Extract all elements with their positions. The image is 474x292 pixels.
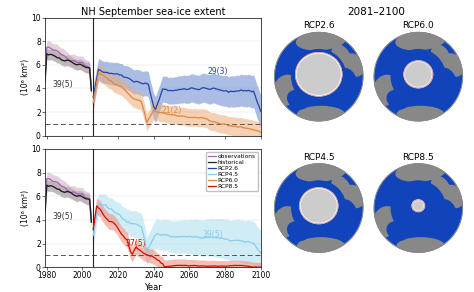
Ellipse shape	[331, 45, 351, 67]
Text: 39(5): 39(5)	[53, 212, 73, 221]
Title: RCP8.5: RCP8.5	[402, 153, 434, 162]
Circle shape	[291, 49, 346, 104]
Title: RCP4.5: RCP4.5	[303, 153, 335, 162]
Title: RCP6.0: RCP6.0	[402, 21, 434, 30]
Circle shape	[291, 180, 346, 236]
Ellipse shape	[404, 61, 432, 87]
Ellipse shape	[395, 162, 446, 182]
Circle shape	[374, 32, 463, 121]
Ellipse shape	[372, 75, 398, 106]
Ellipse shape	[435, 199, 457, 226]
Ellipse shape	[442, 53, 465, 77]
Ellipse shape	[386, 90, 409, 110]
Ellipse shape	[396, 237, 445, 255]
Title: RCP2.6: RCP2.6	[303, 21, 335, 30]
Text: 21(2): 21(2)	[162, 107, 182, 115]
Ellipse shape	[296, 162, 346, 182]
Ellipse shape	[431, 176, 450, 199]
Ellipse shape	[300, 188, 337, 223]
Circle shape	[275, 33, 363, 121]
Circle shape	[391, 180, 446, 236]
Ellipse shape	[287, 221, 309, 241]
Circle shape	[391, 49, 446, 104]
Circle shape	[374, 164, 462, 252]
Circle shape	[274, 32, 364, 121]
Ellipse shape	[386, 221, 409, 241]
Ellipse shape	[331, 176, 351, 199]
Circle shape	[374, 163, 463, 253]
Ellipse shape	[435, 68, 457, 95]
Ellipse shape	[273, 206, 299, 238]
Ellipse shape	[336, 68, 357, 95]
Ellipse shape	[372, 206, 398, 238]
Title: NH September sea-ice extent: NH September sea-ice extent	[81, 7, 225, 17]
Ellipse shape	[336, 199, 357, 226]
Y-axis label: (10⁶ km²): (10⁶ km²)	[21, 190, 30, 226]
Ellipse shape	[431, 45, 450, 67]
Circle shape	[275, 164, 363, 252]
Ellipse shape	[273, 75, 299, 106]
Ellipse shape	[297, 106, 346, 123]
Y-axis label: (10⁶ km²): (10⁶ km²)	[21, 59, 30, 95]
Legend: observations, historical, RCP2.6, RCP4.5, RCP6.0, RCP8.5: observations, historical, RCP2.6, RCP4.5…	[206, 152, 258, 191]
Ellipse shape	[296, 53, 341, 95]
Text: 2081–2100: 2081–2100	[347, 7, 405, 17]
Ellipse shape	[342, 185, 365, 208]
Text: 39(5): 39(5)	[202, 230, 223, 239]
Text: 29(3): 29(3)	[208, 67, 228, 77]
Ellipse shape	[287, 90, 309, 110]
Ellipse shape	[396, 106, 445, 123]
Text: 39(5): 39(5)	[53, 80, 73, 89]
Circle shape	[274, 163, 364, 253]
Ellipse shape	[296, 31, 346, 51]
Ellipse shape	[412, 200, 424, 211]
Ellipse shape	[297, 237, 346, 255]
X-axis label: Year: Year	[144, 283, 162, 292]
Ellipse shape	[395, 31, 446, 51]
Ellipse shape	[342, 53, 365, 77]
Ellipse shape	[442, 185, 465, 208]
Text: 37(5): 37(5)	[126, 239, 146, 248]
Circle shape	[374, 33, 462, 121]
